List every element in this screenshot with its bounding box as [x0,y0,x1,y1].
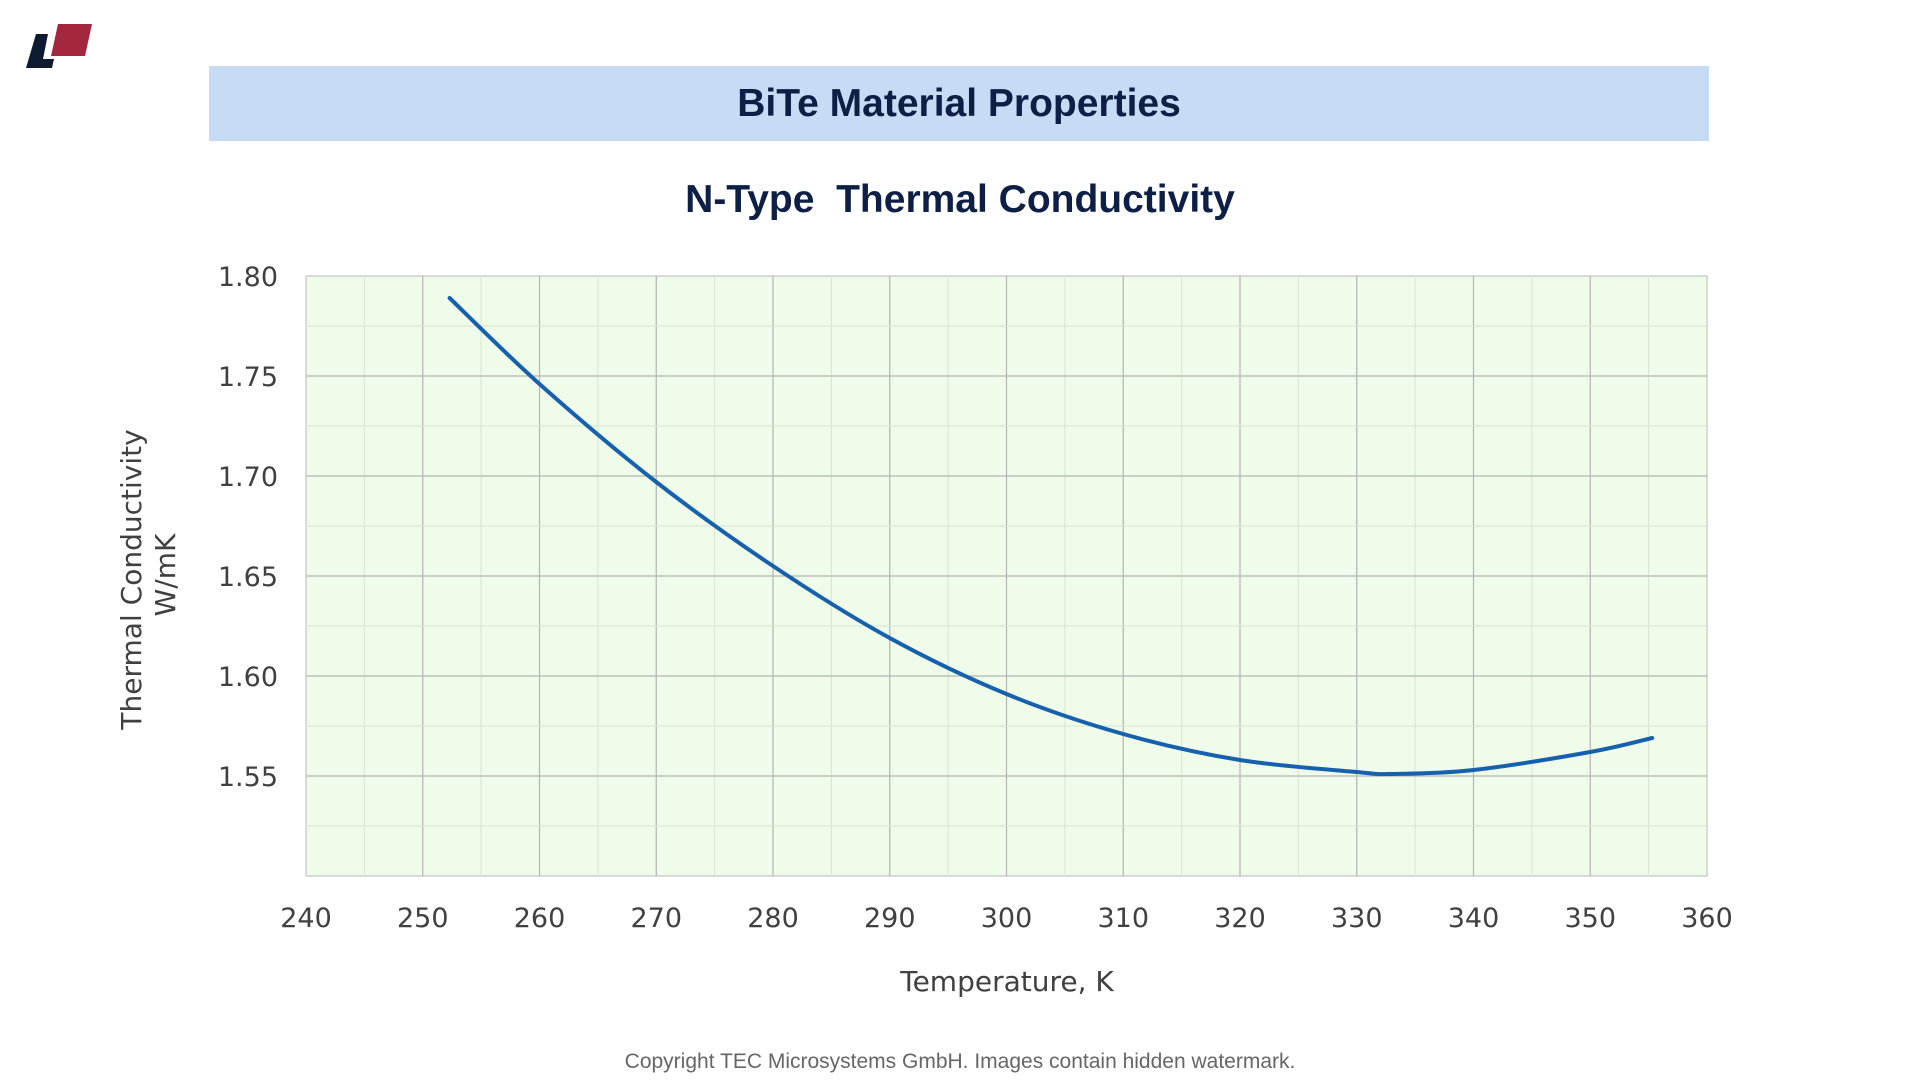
y-tick-label: 1.55 [218,762,278,793]
y-tick-label: 1.80 [218,262,278,293]
x-tick-label: 320 [1214,903,1266,934]
y-tick-label: 1.65 [218,562,278,593]
x-tick-label: 340 [1448,903,1500,934]
x-tick-label: 270 [630,903,682,934]
x-tick-label: 330 [1331,903,1383,934]
x-tick-label: 250 [397,903,449,934]
logo-red-shape [51,24,92,56]
x-tick-label: 290 [864,903,916,934]
y-axis-label-line1: Thermal Conductivity [115,429,148,730]
company-logo [26,24,92,68]
x-tick-label: 300 [981,903,1033,934]
y-axis-label-line2: W/mK [149,533,182,616]
header-banner: BiTe Material Properties [209,66,1709,141]
copyright-notice: Copyright TEC Microsystems GmbH. Images … [624,1050,1296,1073]
x-tick-label: 350 [1564,903,1616,934]
y-tick-label: 1.70 [218,462,278,493]
logo-dark-shape [26,34,54,68]
x-tick-label: 260 [514,903,566,934]
x-tick-label: 280 [747,903,799,934]
y-tick-label: 1.60 [218,662,278,693]
series-line-n-type [447,296,1655,777]
chart-title: N-Type Thermal Conductivity [685,178,1235,221]
y-tick-label: 1.75 [218,362,278,393]
y-axis-label: Thermal Conductivity W/mK [115,420,182,730]
x-axis-label: Temperature, K [899,965,1114,998]
x-tick-label: 310 [1097,903,1149,934]
page-title: BiTe Material Properties [737,81,1181,125]
x-tick-label: 240 [280,903,332,934]
x-tick-label: 360 [1681,903,1733,934]
